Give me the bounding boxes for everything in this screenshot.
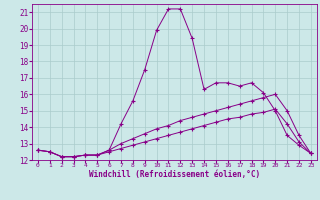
X-axis label: Windchill (Refroidissement éolien,°C): Windchill (Refroidissement éolien,°C) [89,170,260,179]
